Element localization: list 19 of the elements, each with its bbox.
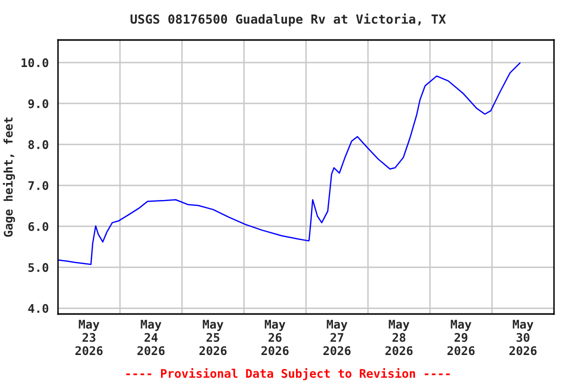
y-axis-title: Gage height, feet bbox=[2, 118, 15, 237]
y-tick-label: 9.0 bbox=[28, 99, 48, 108]
x-tick-label: May 24 2026 bbox=[137, 320, 165, 356]
y-tick-label: 4.0 bbox=[28, 304, 48, 313]
y-tick-label: 6.0 bbox=[28, 222, 48, 232]
x-tick-label: May 23 2026 bbox=[75, 320, 103, 356]
x-tick-label: May 25 2026 bbox=[199, 320, 227, 356]
y-tick-label: 5.0 bbox=[28, 263, 48, 272]
y-tick-label: 10.0 bbox=[22, 58, 48, 68]
x-tick-label: May 29 2026 bbox=[447, 320, 475, 356]
x-tick-label: May 28 2026 bbox=[385, 320, 413, 356]
text: ---- Provisional Data Subject to Revision ---- bbox=[126, 368, 450, 380]
x-tick-label: May 30 2026 bbox=[509, 320, 537, 356]
y-tick-label: 7.0 bbox=[28, 181, 48, 190]
line-series bbox=[58, 62, 521, 266]
x-tick-label: May 26 2026 bbox=[261, 320, 289, 356]
x-tick-label: May 27 2026 bbox=[323, 320, 351, 356]
y-tick-label: 8.0 bbox=[28, 140, 48, 150]
chart-title: USGS 08176500 Guadalupe Rv at Victoria, TX bbox=[130, 13, 446, 26]
